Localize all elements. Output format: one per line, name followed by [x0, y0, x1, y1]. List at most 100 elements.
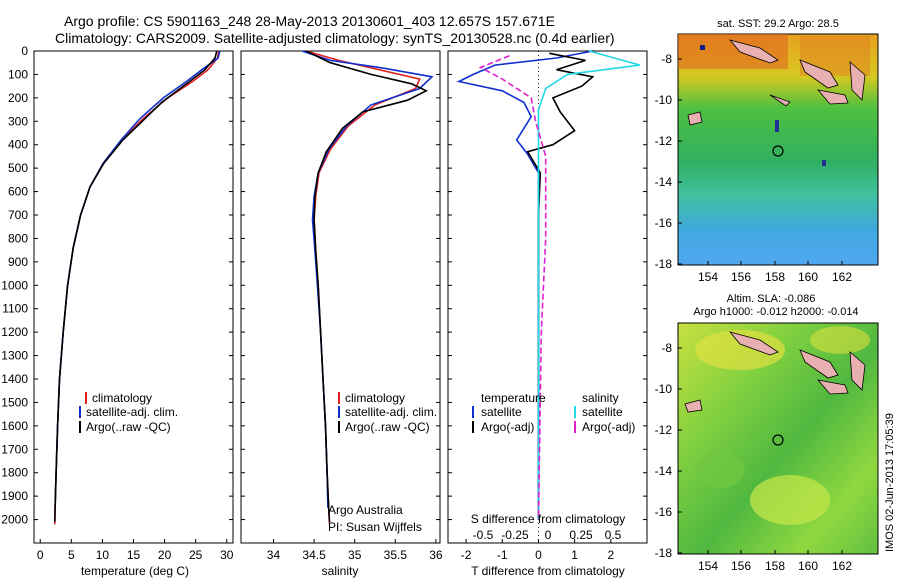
header-line2: Climatology: CARS2009. Satellite-adjuste…	[55, 30, 615, 46]
map-x-tick-label: 158	[765, 270, 785, 284]
island-shape	[687, 111, 703, 126]
sst-pixel	[700, 45, 705, 50]
depth-tick-label: 900	[8, 255, 28, 269]
series-line-t-satellite	[456, 50, 593, 520]
depth-tick-label: 1800	[1, 466, 28, 480]
s-tick-label: 0	[545, 528, 552, 542]
island-shape	[799, 59, 839, 89]
header-line1: Argo profile: CS 5901163_248 28-May-2013…	[64, 13, 555, 29]
x-tick-label: 34.5	[302, 548, 326, 562]
legend-label: satellite-adj. clim.	[345, 405, 437, 419]
map-x-tick-label: 156	[731, 559, 751, 573]
imos-footer: IMOS 02-Jun-2013 17:05:39	[884, 413, 896, 552]
argo-float-marker	[772, 434, 784, 446]
map-y-tick-label: -8	[661, 52, 672, 66]
legend-label: Argo(..raw -QC)	[345, 420, 430, 434]
x-tick-label: 35.5	[384, 548, 408, 562]
map-x-tick-label: 154	[698, 270, 718, 284]
s-tick-label: -0.25	[501, 528, 529, 542]
salinity-diff-ticks: -0.5 -0.25 0 0.25 0.5	[473, 528, 622, 542]
depth-tick-label: 2000	[1, 513, 28, 527]
map-y-tick-label: -12	[655, 134, 673, 148]
depth-tick-label: 700	[8, 208, 28, 222]
x-tick-label: 25	[189, 548, 203, 562]
map-y-tick-label: -18	[655, 546, 673, 560]
map-x-tick-label: 160	[798, 270, 818, 284]
sla-blob	[695, 452, 745, 488]
temperature-xlabel: temperature (deg C)	[81, 564, 189, 578]
legend-label: satellite-adj. clim.	[86, 405, 178, 419]
map-x-tick-label: 156	[731, 270, 751, 284]
island-shape	[799, 349, 839, 379]
s-tick-label: -0.5	[473, 528, 494, 542]
depth-tick-label: 1400	[1, 372, 28, 386]
x-tick-label: 5	[68, 548, 75, 562]
map-x-tick-label: 154	[698, 559, 718, 573]
map-y-tick-label: -14	[655, 175, 673, 189]
sla-blob	[810, 326, 870, 354]
island-shape	[849, 351, 866, 391]
map-x-tick-label: 160	[798, 559, 818, 573]
map-y-tick-label: -14	[655, 464, 673, 478]
depth-tick-label: 0	[21, 44, 28, 58]
sla-map-ticks: 154 156 158 160 162 -8 -10 -12 -14 -16 -18	[655, 341, 853, 573]
depth-axis-labels: 0 100 200 300 400 500 600 700 800 900 1000 1100 1200…	[1, 44, 28, 527]
sst-pixel	[775, 120, 779, 132]
sla-map	[677, 322, 879, 555]
depth-tick-label: 500	[8, 161, 28, 175]
depth-tick-label: 100	[8, 67, 28, 81]
salinity-legend: climatology satellite-adj. clim. Argo(..…	[338, 391, 437, 434]
map-x-tick-label: 162	[832, 270, 852, 284]
s-tick-label: 0.5	[605, 528, 622, 542]
island-shape	[684, 399, 703, 413]
depth-tick-label: 600	[8, 185, 28, 199]
difference-panel-frame	[447, 50, 648, 544]
difference-panel: -2 -1 0 1 2	[447, 50, 648, 562]
x-tick-label: 15	[127, 548, 141, 562]
map-y-tick-label: -12	[655, 423, 673, 437]
depth-tick-label: 1600	[1, 419, 28, 433]
sst-map-title: sat. SST: 29.2 Argo: 28.5	[717, 18, 839, 30]
x-tick-label: 30	[220, 548, 234, 562]
sla-blob	[750, 475, 830, 525]
depth-tick-label: 300	[8, 114, 28, 128]
x-tick-label: 34	[267, 548, 281, 562]
x-tick-label: 35	[348, 548, 362, 562]
depth-tick-label: 800	[8, 231, 28, 245]
series-line-climatology	[305, 50, 421, 525]
map-x-tick-label: 158	[765, 559, 785, 573]
legend-label: climatology	[345, 391, 405, 405]
sdiff-xlabel: S difference from climatology	[471, 512, 626, 526]
salinity-xlabel: salinity	[322, 564, 359, 578]
island-shape	[849, 61, 866, 101]
x-tick-label: 0	[37, 548, 44, 562]
x-tick-label: 36	[429, 548, 443, 562]
map-y-tick-label: -18	[655, 257, 673, 271]
series-line-s-satellite	[537, 50, 641, 520]
depth-tick-label: 1900	[1, 489, 28, 503]
map-x-tick-label: 162	[832, 559, 852, 573]
sst-warm-patch	[678, 34, 788, 69]
map-y-tick-label: -16	[655, 216, 673, 230]
sla-blob	[695, 330, 785, 370]
x-tick-label: 0	[535, 548, 542, 562]
island-shape	[816, 379, 849, 395]
legend-label: Argo(-adj)	[582, 420, 635, 434]
legend-label: satellite	[481, 405, 522, 419]
annotation-line1: Argo Australia	[328, 503, 403, 517]
depth-tick-label: 1000	[1, 278, 28, 292]
island-shape	[769, 94, 791, 107]
depth-tick-label: 1100	[2, 302, 28, 316]
island-shape	[728, 39, 779, 64]
legend-title-temperature: temperature	[481, 391, 546, 405]
series-line-satellite-adj-clim-	[301, 50, 434, 508]
legend-label: Argo(-adj)	[481, 420, 534, 434]
legend-title-salinity: salinity	[582, 391, 619, 405]
series-line-argo-raw-qc-	[305, 50, 429, 522]
x-tick-label: -1	[497, 548, 508, 562]
temperature-panel: 0 5 10 15 20 25 30	[33, 50, 234, 562]
series-line-satellite-adj-clim-	[54, 50, 221, 508]
x-tick-label: -2	[461, 548, 472, 562]
island-shape	[728, 331, 779, 356]
depth-tick-label: 200	[8, 91, 28, 105]
